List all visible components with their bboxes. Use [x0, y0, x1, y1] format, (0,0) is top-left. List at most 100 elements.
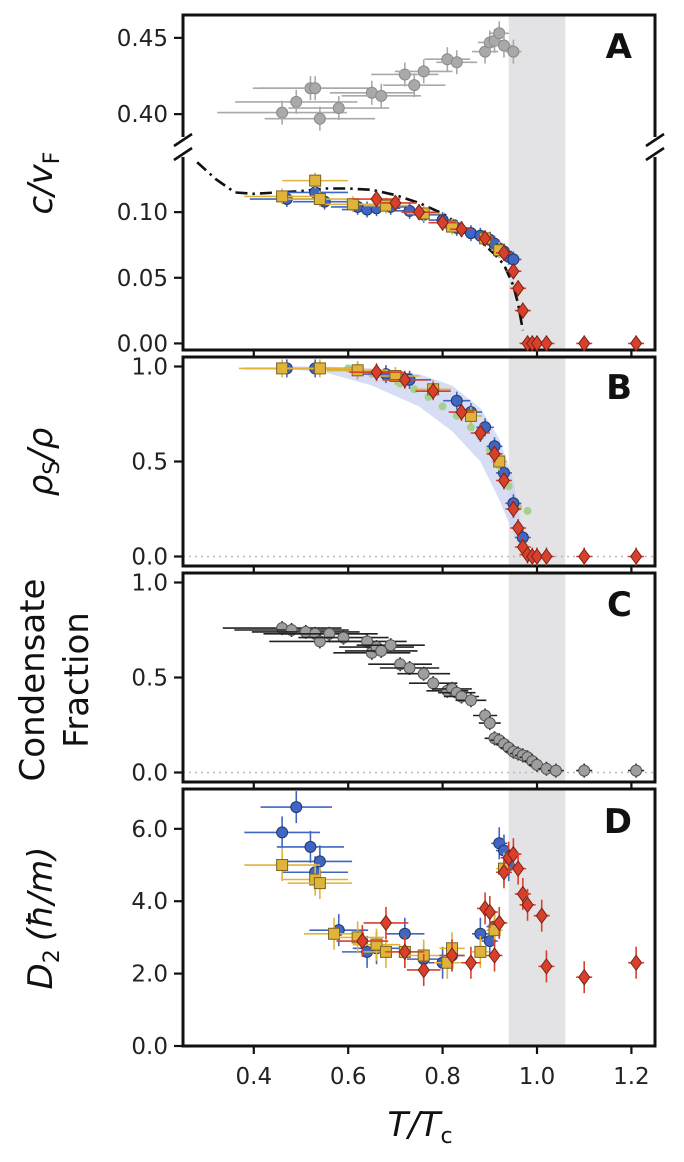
panel-b-ytick-label-1: 0.5: [131, 450, 168, 476]
panel-a-lower-yticks: 0.00 0.05 0.10: [117, 200, 183, 357]
panel-a-lower-red-point-1: [374, 194, 417, 212]
panel-c-gray-point-11: [356, 638, 425, 653]
panel-b-red-point-8: [510, 519, 527, 537]
panel-b-markers: [238, 359, 645, 566]
panel-a-lower-red-point-14: [576, 335, 593, 352]
panel-d-red-marker-18: [578, 968, 591, 986]
panel-c-gray-marker-1: [285, 624, 298, 636]
panel-b-red-point-13: [538, 547, 555, 566]
panel-b-ytick-label-2: 1.0: [131, 355, 168, 381]
panel-a-lower-red-point-4: [450, 220, 473, 238]
panel-b-red-point-4: [470, 424, 490, 442]
panel-a-upper-gray-point-5: [288, 96, 390, 121]
panel-a-lower-gold-marker-0: [276, 190, 289, 203]
panel-a-upper-gray-marker-0: [276, 106, 289, 119]
panel-a-lower-ytick-label-1: 0.05: [117, 266, 168, 292]
panel-a-lower-gold-marker-2: [313, 193, 326, 206]
panel-b-red-point-6: [495, 471, 512, 490]
panel-a-lower-red-point-3: [428, 214, 457, 231]
panel-d-blue-marker-13: [483, 935, 496, 948]
panel-c-gray-marker-6: [337, 631, 350, 644]
panel-a-lower-red-marker-12: [530, 335, 544, 352]
panel-b-red-point-7: [505, 500, 522, 518]
panel-label-d: D: [604, 802, 632, 842]
panel-a-lower-gold-point-0: [244, 188, 320, 205]
panel-a-upper-gray-point-4: [264, 106, 376, 131]
y-label-d-tail: (ħ/m): [21, 847, 61, 942]
panel-a-upper-gray-marker-9: [408, 79, 421, 92]
panel-d-gold-point-2: [287, 867, 353, 900]
y-label-b-sub: S: [40, 461, 65, 475]
panel-b-red-point-2: [415, 382, 451, 401]
panel-a-upper-gray-marker-7: [375, 89, 388, 102]
panel-c-gray-marker-20: [464, 694, 477, 707]
panel-a-lower-ytick-label-2: 0.10: [117, 200, 168, 226]
y-axis-label-a: c/vF: [21, 152, 65, 215]
panel-a-lower-red-point-6: [495, 244, 512, 262]
axis-break-mark-0-0: [173, 132, 193, 148]
panel-b-gold-marker-3: [389, 370, 402, 382]
panel-a-lower-frame: [181, 157, 657, 352]
panel-a-lower-red-marker-3: [436, 214, 449, 231]
panel-c-gray-point-13: [379, 661, 440, 675]
x-label-sub: c: [440, 1124, 452, 1149]
panel-b-red-point-14: [576, 547, 593, 566]
panel-d-red-point-5: [461, 946, 481, 979]
panel-c-gray-marker-15: [427, 677, 440, 690]
panel-b-red-marker-7: [507, 500, 520, 518]
panel-d-blue-marker-1: [290, 801, 303, 814]
x-tick-label-4: 1.2: [613, 1064, 650, 1090]
panel-d-gold-marker-2: [313, 877, 326, 890]
panel-a-lower-red-point-8: [510, 279, 527, 297]
panel-c-markers: [222, 621, 645, 778]
panel-d-blue-marker-2: [304, 840, 317, 853]
panel-a-lower-gold-point-1: [282, 172, 349, 189]
panel-c-gray-point-33: [538, 761, 555, 776]
panel-c-gray-marker-22: [483, 717, 496, 730]
panel-a-upper-gray-marker-17: [497, 39, 510, 52]
panel-d-red-marker-10: [497, 863, 511, 881]
panel-a-lower-red-marker-6: [497, 244, 511, 262]
panel-a-lower-red-point-15: [628, 335, 645, 352]
y-label-d-sub: 2: [40, 949, 65, 963]
panel-d-blue-point-0: [244, 816, 320, 849]
panel-b-red-point-12: [529, 547, 545, 566]
panel-d-red-marker-3: [417, 961, 430, 979]
x-label-main: T/T: [387, 1105, 442, 1145]
axis-break-mark-1-0: [645, 132, 665, 148]
panel-a-upper-gray-marker-16: [493, 27, 506, 40]
panel-a-lower-red-point-7: [505, 262, 522, 280]
panel-c-gray-point-35: [576, 763, 593, 778]
panel-a-lower-markers: [244, 172, 645, 352]
panel-b-red-marker-5: [488, 445, 501, 463]
panel-a-lower-gold-marker-1: [309, 174, 322, 187]
panel-a-lower-red-point-9: [514, 302, 531, 319]
panel-a-upper-gray-point-16: [489, 21, 509, 46]
x-tick-label-2: 0.8: [424, 1064, 461, 1090]
panel-a-upper-gray-marker-18: [507, 45, 520, 58]
y-axis-label-b: ρS/ρ: [21, 427, 65, 496]
panel-b-red-marker-0: [370, 363, 383, 381]
panel-b-red-marker-6: [497, 472, 511, 489]
panel-a-upper-markers: [217, 21, 522, 131]
panel-b-green-point-15: [523, 506, 532, 515]
axis-break-marks: [173, 132, 665, 162]
panel-a-upper-gray-point-9: [383, 73, 446, 98]
panel-c-gray-marker-34: [549, 764, 562, 777]
dashdot-theory-curve: [196, 161, 525, 331]
panel-d-red-point-4: [439, 939, 465, 972]
panel-b-green-point-7: [438, 402, 447, 411]
panel-d-red-marker-9: [493, 914, 506, 932]
panel-c-gray-marker-11: [384, 639, 397, 652]
panel-b-ytick-label-0: 0.0: [131, 545, 168, 571]
panel-c-gray-marker-35: [578, 764, 591, 777]
panel-a-lower-gold-point-2: [287, 191, 353, 208]
panel-d-gold-marker-3: [328, 927, 341, 940]
panel-d-red-point-19: [628, 946, 645, 979]
panel-d-red-marker-14: [516, 885, 529, 903]
x-tick-label-3: 1.0: [519, 1064, 556, 1090]
panel-d-red-marker-16: [535, 907, 548, 925]
uncertainty-band: [277, 366, 523, 557]
panel-d-red-point-18: [576, 961, 593, 994]
panel-d-red-point-10: [495, 856, 512, 889]
